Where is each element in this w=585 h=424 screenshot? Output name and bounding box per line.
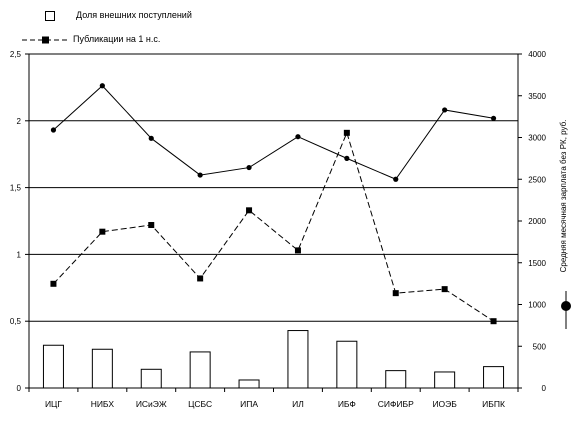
dashed-series-marker — [197, 275, 204, 282]
solid-series-marker — [490, 115, 497, 121]
solid-series-marker — [295, 134, 301, 140]
left-axis-tick-label: 2 — [17, 117, 22, 126]
x-axis-category-label: ИПА — [240, 399, 258, 409]
bar — [140, 368, 162, 389]
dashed-series-marker — [490, 318, 497, 325]
right-axis-tick-label: 1000 — [528, 301, 546, 310]
x-axis-category-label: ИБФ — [338, 399, 356, 409]
plot-area-border — [28, 53, 519, 389]
bar — [385, 370, 407, 389]
right-axis-tick-label: 2000 — [528, 217, 546, 226]
right-axis-tick-label: 4000 — [528, 50, 546, 59]
solid-series-marker — [99, 83, 105, 89]
bar — [434, 371, 456, 389]
legend-bar-swatch — [45, 11, 55, 21]
bar — [91, 348, 113, 389]
x-axis-category-label: ИЛ — [292, 399, 304, 409]
dashed-series-marker — [246, 207, 253, 214]
x-axis-category-label: ИБПК — [482, 399, 505, 409]
x-axis-category-label: ЦСБС — [188, 399, 212, 409]
legend-dashed-line-swatch — [22, 36, 70, 44]
dashed-series-marker — [392, 290, 399, 297]
solid-series-marker — [50, 127, 57, 133]
dashed-series-marker — [148, 222, 155, 229]
right-axis-tick-label: 1500 — [528, 259, 546, 268]
dashed-series-marker — [343, 129, 350, 136]
x-axis-category-label: СИФИБР — [378, 399, 414, 409]
bar — [189, 351, 211, 389]
x-axis-category-label: ИОЭБ — [432, 399, 457, 409]
left-axis-tick-label: 0,5 — [10, 317, 22, 326]
dashed-series-line — [53, 131, 494, 322]
solid-series-marker — [197, 172, 203, 178]
legend-line-label: Публикации на 1 н.с. — [73, 34, 161, 44]
solid-series-line — [53, 85, 494, 180]
bar — [42, 344, 64, 389]
left-axis-tick-label: 0 — [17, 384, 22, 393]
dashed-series-marker — [441, 286, 448, 293]
bar — [483, 366, 505, 389]
x-axis-category-label: ИСиЭЖ — [136, 399, 167, 409]
solid-series-marker — [344, 155, 350, 161]
right-axis-tick-label: 2500 — [528, 175, 546, 184]
right-axis-series-key-marker — [561, 301, 571, 311]
dashed-series-marker — [50, 280, 57, 287]
left-axis-tick-label: 2,5 — [10, 50, 22, 59]
right-axis-tick-label: 3000 — [528, 134, 546, 143]
bar — [238, 379, 260, 389]
right-axis-tick-label: 0 — [542, 384, 547, 393]
dashed-series-marker — [99, 228, 106, 235]
right-axis-title: Средняя месячная зарплата без РК, руб. — [559, 120, 568, 273]
left-axis-tick-label: 1,5 — [10, 184, 22, 193]
solid-series-marker — [246, 164, 252, 171]
left-axis-tick-label: 1 — [17, 250, 22, 259]
x-axis-category-label: ИЦГ — [45, 399, 62, 409]
solid-series-marker — [393, 176, 399, 182]
dashed-series-marker — [294, 247, 301, 254]
solid-series-marker — [148, 135, 154, 141]
bar — [336, 340, 358, 389]
right-axis-tick-label: 500 — [533, 342, 547, 351]
solid-series-marker — [442, 107, 448, 113]
legend-bar-label: Доля внешних поступлений — [76, 10, 192, 20]
x-axis-category-label: НИБХ — [91, 399, 115, 409]
bar — [287, 330, 309, 389]
right-axis-tick-label: 3500 — [528, 92, 546, 101]
